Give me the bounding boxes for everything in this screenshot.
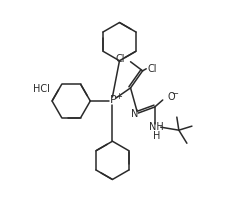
Text: O: O xyxy=(167,92,175,102)
Text: N: N xyxy=(131,109,138,119)
Text: Cl: Cl xyxy=(115,54,124,64)
Text: NH: NH xyxy=(149,122,164,132)
Text: +: + xyxy=(115,92,122,101)
Text: H: H xyxy=(153,131,160,141)
Text: −: − xyxy=(171,89,178,98)
Text: Cl: Cl xyxy=(147,64,157,74)
Text: HCl: HCl xyxy=(33,84,49,94)
Text: P: P xyxy=(110,95,117,105)
